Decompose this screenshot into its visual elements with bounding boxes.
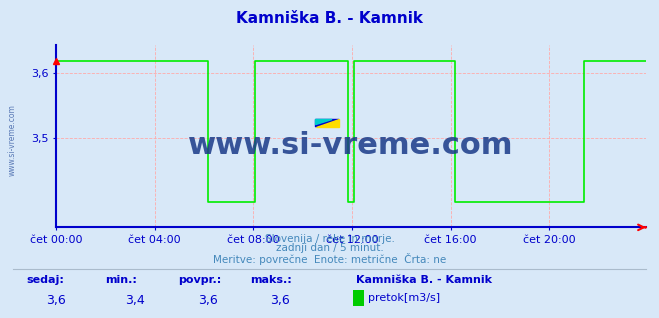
Text: sedaj:: sedaj:	[26, 275, 64, 285]
Text: min.:: min.:	[105, 275, 137, 285]
Text: Slovenija / reke in morje.: Slovenija / reke in morje.	[264, 234, 395, 244]
Text: Meritve: povrečne  Enote: metrične  Črta: ne: Meritve: povrečne Enote: metrične Črta: …	[213, 253, 446, 265]
Text: 3,6: 3,6	[270, 294, 290, 307]
Text: pretok[m3/s]: pretok[m3/s]	[368, 293, 440, 302]
Text: povpr.:: povpr.:	[178, 275, 221, 285]
Text: zadnji dan / 5 minut.: zadnji dan / 5 minut.	[275, 243, 384, 253]
Text: 3,6: 3,6	[198, 294, 217, 307]
Polygon shape	[316, 120, 339, 127]
Text: www.si-vreme.com: www.si-vreme.com	[188, 131, 513, 160]
Text: www.si-vreme.com: www.si-vreme.com	[8, 104, 17, 176]
Text: 3,4: 3,4	[125, 294, 145, 307]
Text: 3,6: 3,6	[46, 294, 66, 307]
Polygon shape	[316, 120, 332, 125]
Text: Kamniška B. - Kamnik: Kamniška B. - Kamnik	[236, 11, 423, 26]
Text: Kamniška B. - Kamnik: Kamniška B. - Kamnik	[356, 275, 492, 285]
Polygon shape	[316, 120, 339, 127]
Text: maks.:: maks.:	[250, 275, 292, 285]
